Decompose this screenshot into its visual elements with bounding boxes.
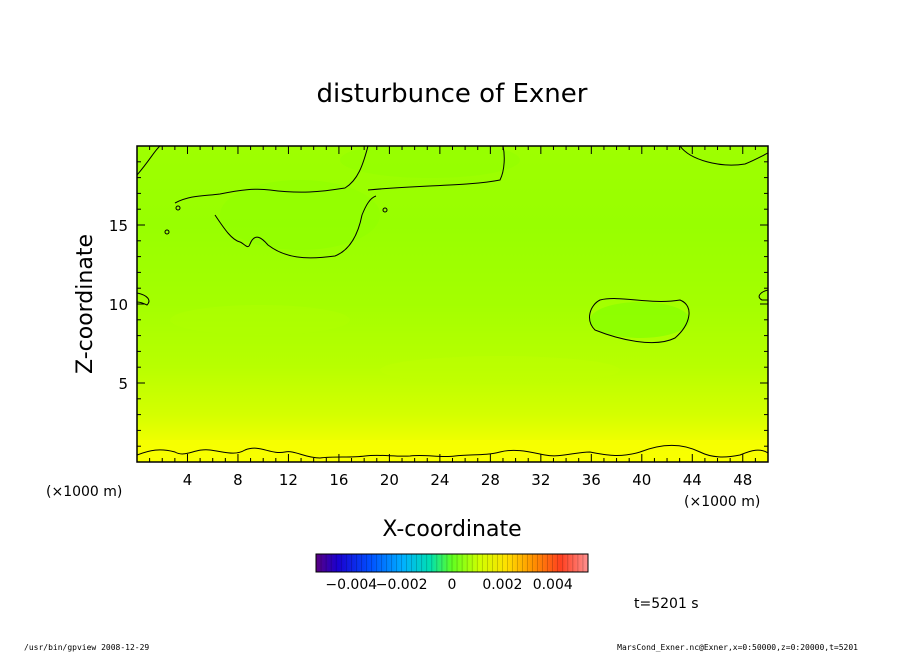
x-tick-label: 20 bbox=[380, 471, 399, 489]
contour-line bbox=[367, 146, 505, 191]
contour-line bbox=[382, 207, 388, 213]
x-tick-label: 28 bbox=[481, 471, 500, 489]
y-tick-label: 10 bbox=[109, 296, 128, 314]
colorbar-labels: −0.004−0.002 0 0.002 0.004 bbox=[325, 577, 573, 593]
footer-right: MarsCond_Exner.nc@Exner,x=0:50000,z=0:20… bbox=[617, 643, 858, 652]
contour-line bbox=[174, 146, 369, 204]
contour-line bbox=[214, 195, 377, 259]
y-axis-unit: (×1000 m) bbox=[46, 484, 122, 500]
colorbar-tick-label: 0 bbox=[448, 577, 457, 593]
chart-title: disturbunce of Exner bbox=[317, 79, 588, 109]
colorbar-tick-label: −0.002 bbox=[376, 577, 428, 593]
contour-line bbox=[164, 229, 170, 235]
field-patches bbox=[137, 146, 768, 462]
x-axis-unit: (×1000 m) bbox=[684, 494, 760, 510]
time-label: t=5201 s bbox=[634, 596, 699, 612]
colorbar-tick-label: 0.002 bbox=[482, 577, 522, 593]
field-patch bbox=[590, 302, 690, 338]
field-fill bbox=[137, 146, 768, 462]
x-tick-label: 44 bbox=[683, 471, 702, 489]
field-patch bbox=[380, 356, 620, 384]
contour-line bbox=[137, 292, 150, 306]
plot-area bbox=[136, 145, 769, 463]
colorbar-tick-label: −0.004 bbox=[325, 577, 377, 593]
x-tick-marks bbox=[149, 146, 756, 462]
contour-line bbox=[758, 289, 768, 301]
contour-line bbox=[679, 146, 768, 166]
contour-line bbox=[137, 444, 768, 459]
colorbar-stripes bbox=[320, 554, 584, 572]
y-axis-label: Z-coordinate bbox=[73, 234, 98, 374]
y-tick-marks bbox=[137, 161, 768, 447]
footer-left: /usr/bin/gpview 2008-12-29 bbox=[24, 643, 149, 652]
colorbar: −0.004−0.002 0 0.002 0.004 bbox=[315, 553, 589, 593]
field-band-low bbox=[137, 440, 768, 462]
colorbar-frame bbox=[315, 553, 589, 573]
x-tick-label: 4 bbox=[183, 471, 193, 489]
contour-line bbox=[137, 146, 161, 176]
x-tick-label: 16 bbox=[329, 471, 348, 489]
y-tick-labels: 5 10 15 bbox=[109, 217, 128, 393]
x-tick-label: 8 bbox=[233, 471, 243, 489]
field-patch bbox=[220, 180, 380, 250]
x-tick-label: 48 bbox=[733, 471, 752, 489]
colorbar-fill bbox=[316, 554, 588, 572]
x-tick-label: 32 bbox=[531, 471, 550, 489]
contour-line bbox=[175, 205, 181, 211]
x-tick-label: 40 bbox=[632, 471, 651, 489]
x-tick-label: 24 bbox=[430, 471, 449, 489]
x-axis-label: X-coordinate bbox=[382, 517, 521, 542]
y-tick-label: 5 bbox=[118, 375, 128, 393]
x-tick-label: 12 bbox=[279, 471, 298, 489]
contours bbox=[137, 146, 768, 459]
field-patch bbox=[340, 146, 520, 178]
x-tick-label: 36 bbox=[582, 471, 601, 489]
colorbar-tick-label: 0.004 bbox=[533, 577, 573, 593]
y-tick-label: 15 bbox=[109, 217, 128, 235]
contour-line bbox=[589, 298, 690, 344]
field-patch bbox=[170, 305, 350, 335]
x-tick-labels: 4 8 12 16 20 24 28 32 36 40 44 48 bbox=[183, 471, 753, 489]
